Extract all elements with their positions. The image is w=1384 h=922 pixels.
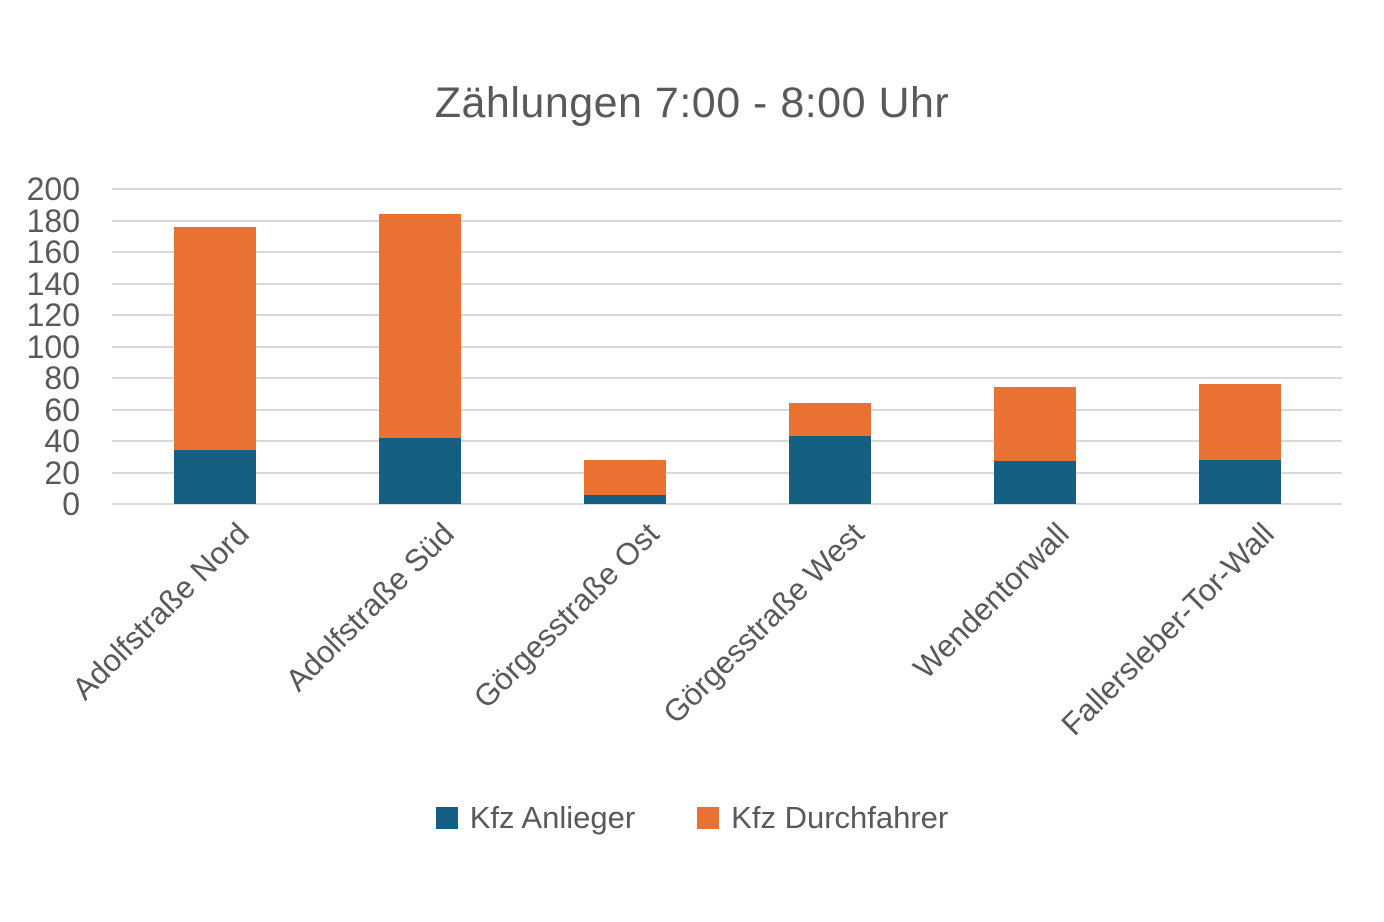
- legend-label-kfz-anlieger: Kfz Anlieger: [469, 800, 636, 835]
- bar-segment-series-0-category-3: [788, 436, 871, 504]
- bar-segment-series-1-category-0: [173, 226, 256, 451]
- y-tick-label: 120: [26, 297, 80, 333]
- gridline: [112, 188, 1342, 190]
- gridline: [112, 408, 1342, 411]
- x-category-label: Görgesstraße Ost: [466, 516, 666, 715]
- legend: Kfz Anlieger Kfz Durchfahrer: [0, 800, 1384, 836]
- bar-segment-series-0-category-1: [378, 437, 461, 504]
- x-axis: Adolfstraße Nord Adolfstraße Süd Görgesstr…: [65, 516, 1342, 776]
- bar-segment-series-0-category-2: [583, 494, 666, 504]
- x-category-label: Adolfstraße Nord: [64, 516, 256, 707]
- gridline: [112, 282, 1342, 285]
- gridline: [112, 345, 1342, 348]
- y-tick-label: 200: [26, 171, 80, 207]
- y-tick-label: 140: [26, 265, 80, 302]
- chart-title: Zählungen 7:00 - 8:00 Uhr: [434, 79, 950, 127]
- bar-segment-series-1-category-5: [1198, 384, 1281, 460]
- x-axis-line: [112, 503, 1342, 505]
- bar-segment-series-0-category-5: [1198, 459, 1281, 504]
- y-tick-label: 60: [44, 391, 80, 428]
- gridline: [112, 440, 1342, 442]
- y-tick-label: 180: [26, 202, 80, 239]
- y-axis: 0 20 40 60 80 100 120 140 160 180 200: [0, 173, 80, 520]
- plot-area: [112, 188, 1342, 505]
- bar-segment-series-1-category-2: [583, 459, 666, 495]
- bar-segment-series-1-category-3: [788, 403, 871, 437]
- x-category-label: Adolfstraße Süd: [278, 516, 461, 698]
- y-tick-label: 40: [44, 423, 80, 459]
- y-tick-label: 0: [62, 486, 80, 522]
- gridline: [112, 377, 1342, 379]
- gridline: [112, 251, 1342, 253]
- bar-segment-series-1-category-1: [378, 214, 461, 438]
- bar-segment-series-1-category-4: [993, 387, 1076, 462]
- legend-swatch-kfz-durchfahrer-icon: [697, 807, 720, 829]
- bar-segment-series-0-category-4: [993, 461, 1076, 504]
- y-tick-label: 80: [44, 360, 80, 396]
- legend-label-kfz-durchfahrer: Kfz Durchfahrer: [731, 800, 949, 835]
- legend-swatch-kfz-anlieger-icon: [435, 807, 458, 829]
- bar-segment-series-0-category-0: [173, 450, 256, 504]
- gridline: [112, 471, 1342, 474]
- y-tick-label: 20: [44, 454, 80, 491]
- gridline: [112, 314, 1342, 316]
- y-tick-label: 100: [26, 328, 80, 365]
- gridline: [112, 219, 1342, 222]
- legend-item-kfz-anlieger: Kfz Anlieger: [435, 800, 636, 836]
- legend-item-kfz-durchfahrer: Kfz Durchfahrer: [697, 800, 948, 836]
- y-tick-label: 160: [26, 234, 80, 270]
- x-category-label: Görgesstraße West: [655, 516, 871, 731]
- x-category-label: Wendentorwall: [905, 516, 1076, 686]
- x-category-label: Fallersleber-Tor-Wall: [1054, 516, 1281, 743]
